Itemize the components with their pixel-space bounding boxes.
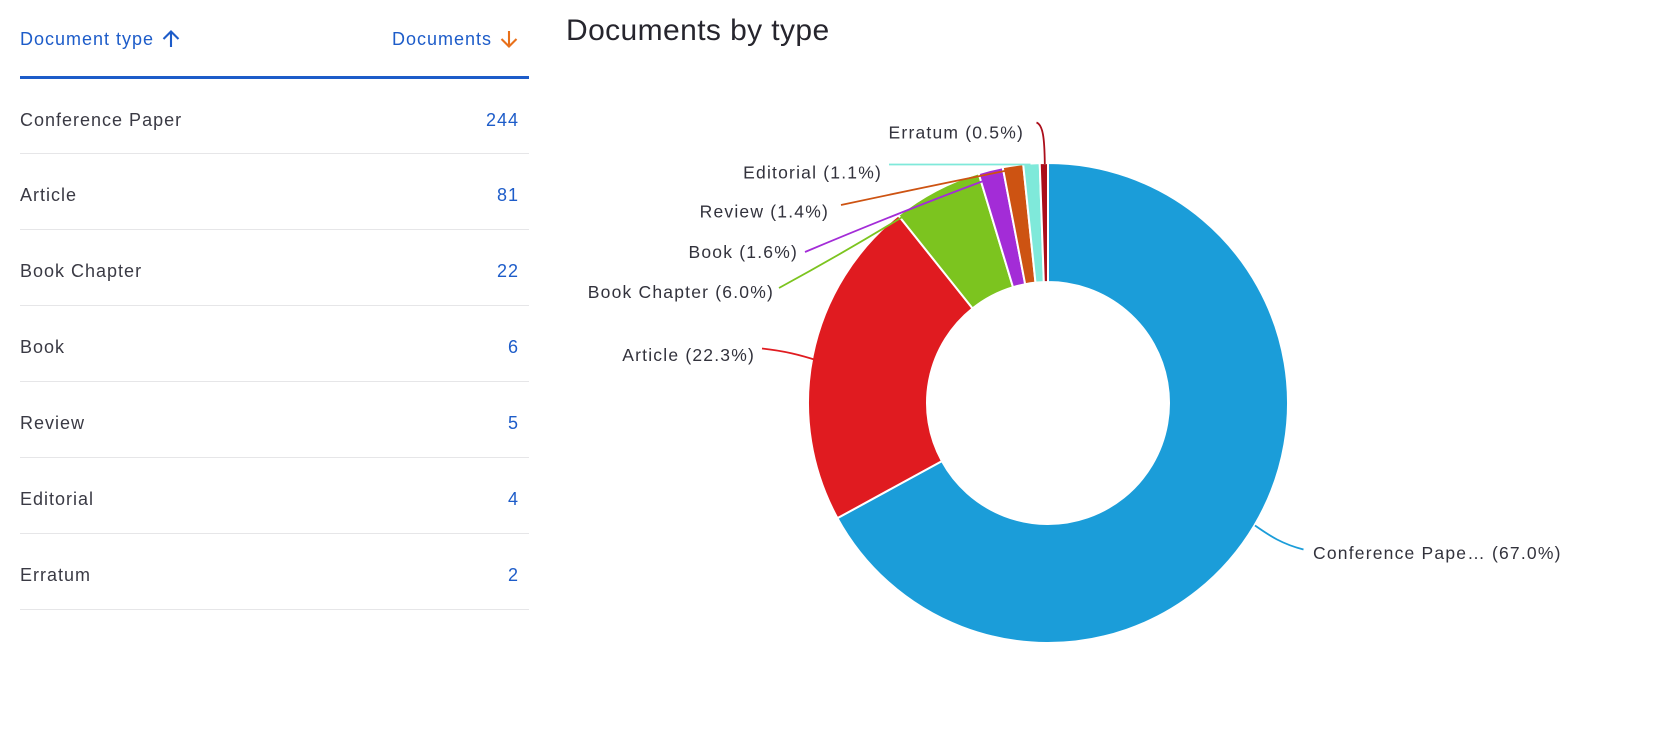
svg-text:Conference Pape… (67.0%): Conference Pape… (67.0%) — [1313, 543, 1562, 563]
svg-text:Review (1.4%): Review (1.4%) — [700, 202, 829, 222]
svg-text:Book (1.6%): Book (1.6%) — [689, 242, 799, 262]
svg-text:Article (22.3%): Article (22.3%) — [622, 345, 755, 365]
svg-text:Erratum (0.5%): Erratum (0.5%) — [889, 123, 1024, 143]
svg-text:Editorial (1.1%): Editorial (1.1%) — [743, 163, 882, 183]
svg-text:Book Chapter (6.0%): Book Chapter (6.0%) — [588, 282, 774, 302]
